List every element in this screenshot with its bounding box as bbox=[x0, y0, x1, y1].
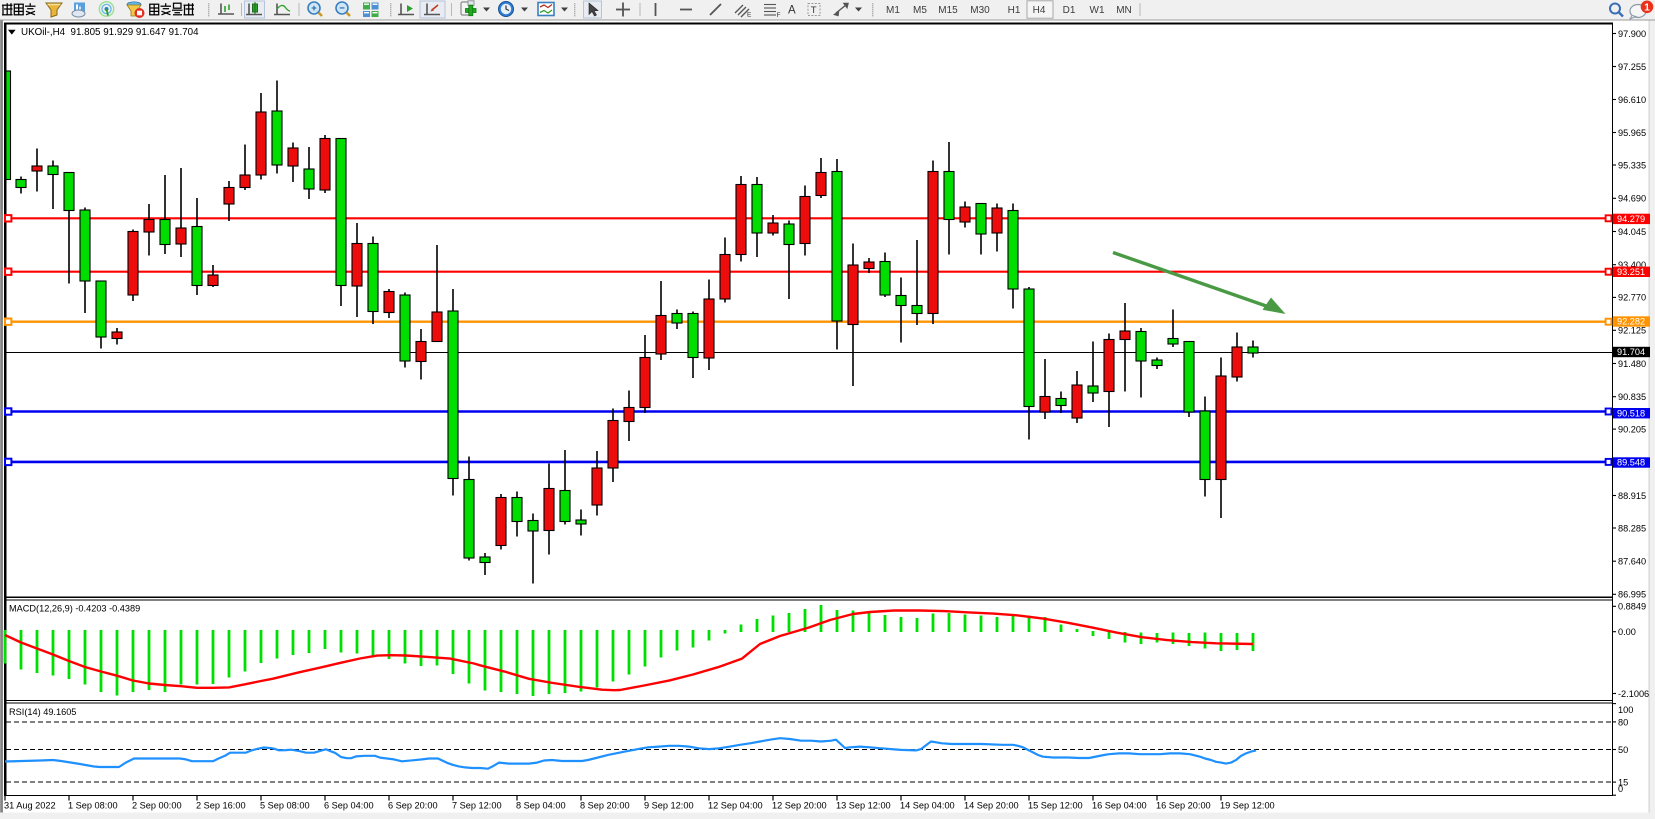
svg-text:16 Sep 20:00: 16 Sep 20:00 bbox=[1156, 800, 1211, 810]
svg-text:93.400: 93.400 bbox=[1618, 260, 1646, 270]
svg-text:100: 100 bbox=[1618, 705, 1633, 715]
svg-text:90.518: 90.518 bbox=[1617, 408, 1645, 418]
svg-text:97.900: 97.900 bbox=[1618, 29, 1646, 39]
svg-text:0.00: 0.00 bbox=[1618, 627, 1636, 637]
svg-text:0: 0 bbox=[1618, 784, 1623, 794]
svg-text:80: 80 bbox=[1618, 717, 1628, 727]
svg-text:86.995: 86.995 bbox=[1618, 590, 1646, 600]
svg-text:50: 50 bbox=[1618, 745, 1628, 755]
svg-text:91.480: 91.480 bbox=[1618, 359, 1646, 369]
svg-text:T: T bbox=[811, 5, 817, 16]
svg-text:96.610: 96.610 bbox=[1618, 95, 1646, 105]
svg-text:91.704: 91.704 bbox=[1617, 347, 1645, 357]
svg-text:9 Sep 12:00: 9 Sep 12:00 bbox=[644, 800, 694, 810]
svg-text:94.690: 94.690 bbox=[1618, 194, 1646, 204]
svg-text:UKOil-,H4 91.805 91.929 91.64: UKOil-,H4 91.805 91.929 91.647 91.704 bbox=[21, 27, 199, 38]
svg-text:1 Sep 08:00: 1 Sep 08:00 bbox=[68, 800, 118, 810]
svg-text:M30: M30 bbox=[970, 5, 990, 16]
svg-text:87.640: 87.640 bbox=[1618, 557, 1646, 567]
svg-text:15 Sep 12:00: 15 Sep 12:00 bbox=[1028, 800, 1083, 810]
svg-text:15: 15 bbox=[1618, 778, 1628, 788]
svg-text:12 Sep 04:00: 12 Sep 04:00 bbox=[708, 800, 763, 810]
svg-text:94.279: 94.279 bbox=[1617, 214, 1645, 224]
svg-text:1: 1 bbox=[1644, 2, 1650, 13]
svg-text:89.548: 89.548 bbox=[1617, 458, 1645, 468]
svg-text:14 Sep 04:00: 14 Sep 04:00 bbox=[900, 800, 955, 810]
svg-text:2 Sep 00:00: 2 Sep 00:00 bbox=[132, 800, 182, 810]
svg-text:7 Sep 12:00: 7 Sep 12:00 bbox=[452, 800, 502, 810]
svg-text:W1: W1 bbox=[1090, 5, 1105, 16]
svg-text:F: F bbox=[777, 12, 781, 19]
svg-text:90.205: 90.205 bbox=[1618, 424, 1646, 434]
svg-text:2 Sep 16:00: 2 Sep 16:00 bbox=[196, 800, 246, 810]
svg-text:93.251: 93.251 bbox=[1617, 267, 1645, 277]
svg-text:E: E bbox=[747, 12, 752, 19]
svg-text:13 Sep 12:00: 13 Sep 12:00 bbox=[836, 800, 891, 810]
svg-text:88.915: 88.915 bbox=[1618, 491, 1646, 501]
svg-text:MN: MN bbox=[1116, 5, 1132, 16]
svg-text:+: + bbox=[311, 3, 317, 14]
svg-text:92.282: 92.282 bbox=[1617, 317, 1645, 327]
svg-text:95.965: 95.965 bbox=[1618, 128, 1646, 138]
svg-text:88.285: 88.285 bbox=[1618, 523, 1646, 533]
svg-text:A: A bbox=[788, 5, 796, 17]
svg-text:MACD(12,26,9) -0.4203 -0.4389: MACD(12,26,9) -0.4203 -0.4389 bbox=[9, 603, 140, 613]
svg-text:8 Sep 20:00: 8 Sep 20:00 bbox=[580, 800, 630, 810]
svg-text:H1: H1 bbox=[1008, 5, 1021, 16]
svg-text:RSI(14) 49.1605: RSI(14) 49.1605 bbox=[9, 707, 76, 717]
svg-text:12 Sep 20:00: 12 Sep 20:00 bbox=[772, 800, 827, 810]
svg-text:92.125: 92.125 bbox=[1618, 326, 1646, 336]
svg-text:−: − bbox=[339, 3, 345, 14]
svg-text:16 Sep 04:00: 16 Sep 04:00 bbox=[1092, 800, 1147, 810]
svg-text:94.045: 94.045 bbox=[1618, 227, 1646, 237]
svg-text:8 Sep 04:00: 8 Sep 04:00 bbox=[516, 800, 566, 810]
svg-text:H4: H4 bbox=[1033, 5, 1046, 16]
svg-text:90.835: 90.835 bbox=[1618, 392, 1646, 402]
svg-text:92.770: 92.770 bbox=[1618, 293, 1646, 303]
svg-text:97.255: 97.255 bbox=[1618, 62, 1646, 72]
svg-text:0.8849: 0.8849 bbox=[1618, 602, 1646, 612]
svg-text:95.335: 95.335 bbox=[1618, 160, 1646, 170]
svg-text:14 Sep 20:00: 14 Sep 20:00 bbox=[964, 800, 1019, 810]
svg-text:6 Sep 04:00: 6 Sep 04:00 bbox=[324, 800, 374, 810]
svg-text:6 Sep 20:00: 6 Sep 20:00 bbox=[388, 800, 438, 810]
svg-text:-2.1006: -2.1006 bbox=[1618, 689, 1649, 699]
svg-text:M5: M5 bbox=[913, 5, 927, 16]
svg-text:5 Sep 08:00: 5 Sep 08:00 bbox=[260, 800, 310, 810]
svg-text:M1: M1 bbox=[886, 5, 900, 16]
svg-text:31 Aug 2022: 31 Aug 2022 bbox=[4, 800, 56, 810]
svg-text:D1: D1 bbox=[1063, 5, 1076, 16]
svg-text:19 Sep 12:00: 19 Sep 12:00 bbox=[1220, 800, 1275, 810]
svg-text:M15: M15 bbox=[938, 5, 958, 16]
